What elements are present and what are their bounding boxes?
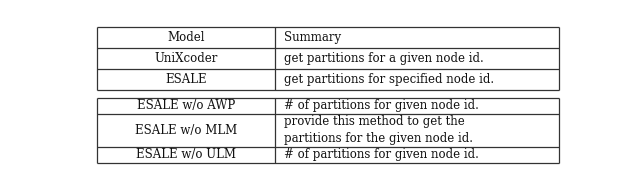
Text: Summary: Summary — [284, 31, 341, 44]
Text: ESALE w/o AWP: ESALE w/o AWP — [137, 99, 236, 112]
Text: ESALE w/o MLM: ESALE w/o MLM — [135, 124, 237, 137]
Text: # of partitions for given node id.: # of partitions for given node id. — [284, 99, 479, 112]
Text: get partitions for specified node id.: get partitions for specified node id. — [284, 73, 494, 86]
Text: # of partitions for given node id.: # of partitions for given node id. — [284, 148, 479, 161]
Text: get partitions for a given node id.: get partitions for a given node id. — [284, 52, 484, 65]
Text: ESALE: ESALE — [165, 73, 207, 86]
Text: Model: Model — [168, 31, 205, 44]
Text: provide this method to get the
partitions for the given node id.: provide this method to get the partition… — [284, 115, 473, 145]
Text: UniXcoder: UniXcoder — [154, 52, 218, 65]
Text: ESALE w/o ULM: ESALE w/o ULM — [136, 148, 236, 161]
